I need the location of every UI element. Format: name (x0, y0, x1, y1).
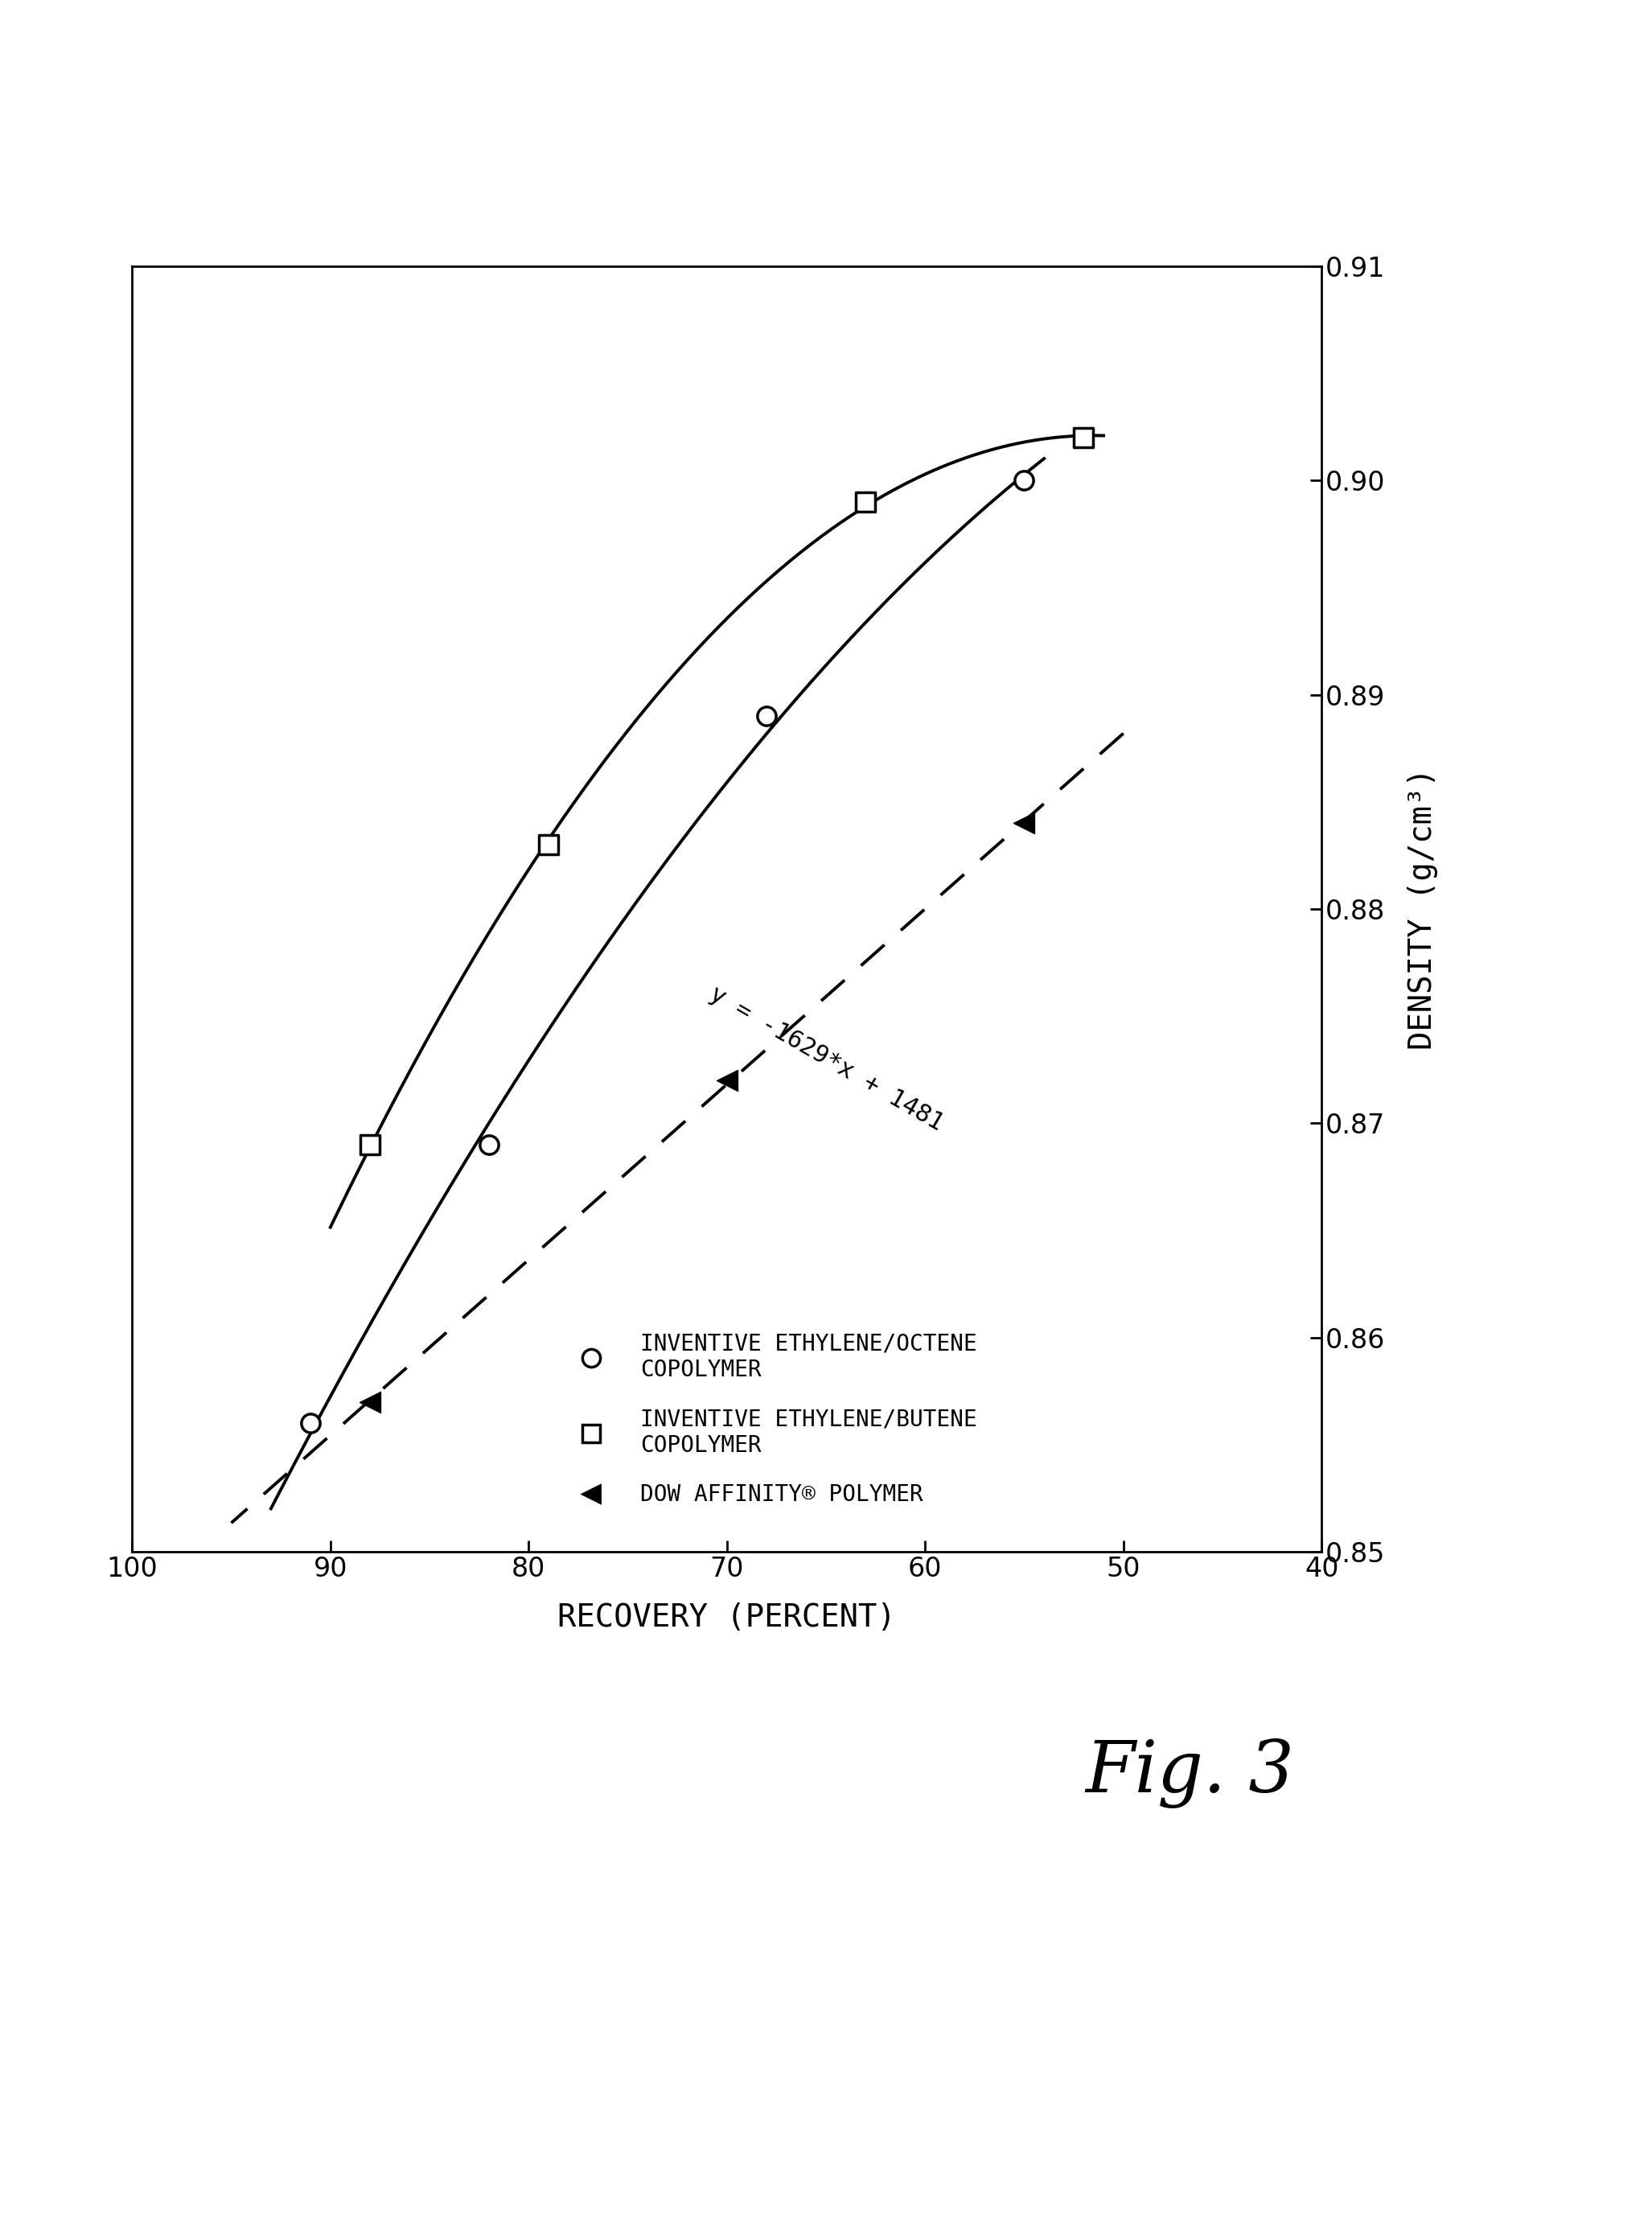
Point (357, 1126, 383, 1162)
Text: Fig. 3: Fig. 3 (1085, 1738, 1294, 1809)
Point (297, 1406, 324, 1441)
Text: y = -1629*x + 1481: y = -1629*x + 1481 (705, 982, 947, 1135)
Point (1070, 419, 1097, 454)
Point (1011, 463, 1037, 499)
Point (1011, 805, 1037, 840)
Point (476, 1126, 502, 1162)
Point (852, 483, 879, 519)
Point (753, 698, 780, 734)
Legend: INVENTIVE ETHYLENE/OCTENE
COPOLYMER, INVENTIVE ETHYLENE/BUTENE
COPOLYMER, DOW AF: INVENTIVE ETHYLENE/OCTENE COPOLYMER, INV… (560, 1324, 986, 1514)
Point (535, 827, 562, 862)
X-axis label: RECOVERY (PERCENT): RECOVERY (PERCENT) (558, 1603, 895, 1634)
Point (714, 1062, 740, 1097)
Point (357, 1383, 383, 1419)
Y-axis label: DENSITY (g/cm³): DENSITY (g/cm³) (1408, 767, 1439, 1051)
